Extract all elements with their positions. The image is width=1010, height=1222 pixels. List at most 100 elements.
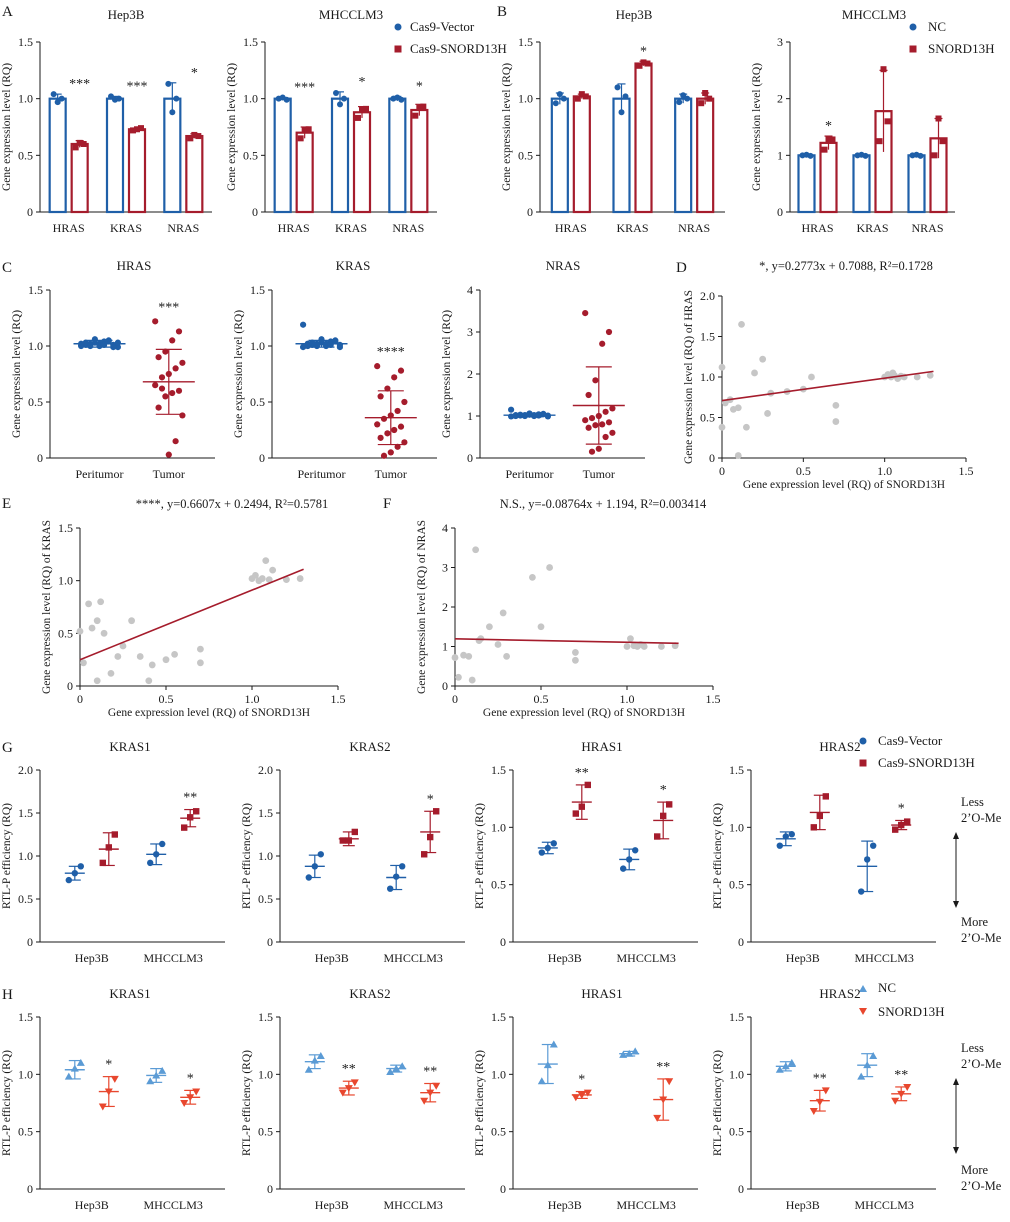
G4-data-point bbox=[892, 826, 899, 833]
C2-data-point bbox=[394, 407, 401, 415]
B2-y-tick-label: 2 bbox=[777, 92, 783, 106]
E-x-tick-label: 0 bbox=[77, 692, 83, 706]
H3-title: HRAS1 bbox=[581, 986, 622, 1001]
A1-data-point bbox=[80, 141, 87, 147]
C1-y-tick-label: 1.5 bbox=[28, 283, 43, 297]
H3-x-tick-label: MHCCLM3 bbox=[617, 1198, 676, 1212]
F-equation: N.S., y=-0.08764x + 1.194, R²=0.003414 bbox=[500, 497, 707, 511]
D-data-point bbox=[832, 401, 840, 409]
C3-y-tick-label: 2 bbox=[467, 367, 473, 381]
H3-y-tick-label: 0 bbox=[500, 1182, 506, 1196]
A2-data-point bbox=[412, 112, 419, 119]
side-annotation-g-more: More bbox=[961, 915, 989, 929]
F-data-point bbox=[658, 643, 665, 650]
H4-y-tick-label: 0 bbox=[738, 1182, 744, 1196]
A1-data-point bbox=[58, 95, 65, 102]
G2-y-tick-label: 2.0 bbox=[258, 763, 273, 777]
B1-x-tick-label: HRAS bbox=[555, 221, 587, 235]
B1-data-point bbox=[644, 60, 651, 67]
B1-data-point bbox=[680, 92, 687, 99]
C3-x-tick-label: Peritumor bbox=[506, 467, 554, 481]
F-x-tick-label: 0.5 bbox=[534, 692, 549, 706]
G2-y-tick-label: 0 bbox=[267, 935, 273, 949]
D-data-point bbox=[738, 320, 745, 328]
B1-data-point bbox=[636, 62, 643, 69]
H2-y-axis-label: RTL-P efficiency (RQ) bbox=[241, 1050, 253, 1156]
B1-data-point bbox=[684, 95, 691, 102]
F-data-point bbox=[460, 651, 467, 659]
legend-h-label-1: NC bbox=[878, 980, 896, 995]
A2-data-point bbox=[301, 127, 308, 134]
H4-significance: ** bbox=[813, 1071, 827, 1086]
C2-data-point bbox=[401, 398, 408, 406]
G1-data-point bbox=[159, 840, 166, 848]
E-data-point bbox=[258, 575, 266, 582]
legend-h-label-2: SNORD13H bbox=[878, 1004, 944, 1019]
F-y-axis-label: Gene expression level (RQ) of NRAS bbox=[416, 520, 428, 694]
C2-data-point bbox=[384, 385, 391, 392]
C1-y-tick-label: 0 bbox=[37, 451, 43, 465]
H1-data-point bbox=[192, 1088, 201, 1096]
B2-bar bbox=[907, 154, 926, 214]
H1-data-point bbox=[70, 1064, 79, 1072]
B2-data-point bbox=[876, 138, 883, 145]
E-y-axis-label: Gene expression level (RQ) of KRAS bbox=[41, 520, 53, 694]
H4-x-tick-label: MHCCLM3 bbox=[855, 1198, 914, 1212]
C1-data-point bbox=[114, 339, 121, 346]
side-annotation-g-less: Less bbox=[961, 795, 984, 809]
G1-y-axis-label: RTL-P efficiency (RQ) bbox=[1, 803, 13, 909]
B1-data-point bbox=[618, 109, 625, 116]
H3-data-point bbox=[583, 1089, 592, 1097]
H2-data-point bbox=[386, 1068, 395, 1076]
B1-data-point bbox=[560, 95, 567, 102]
panel-label-a: A bbox=[2, 4, 13, 20]
G3-x-tick-label: MHCCLM3 bbox=[617, 951, 676, 965]
F-fit-line bbox=[454, 638, 679, 645]
H3-y-tick-label: 1.5 bbox=[491, 1010, 506, 1024]
H1-data-point bbox=[76, 1058, 85, 1066]
B2-data-point bbox=[884, 118, 891, 125]
chart-h4: HRAS2 0 0.5 1.0 1.5 RTL-P efficiency (RQ) Hep3… bbox=[712, 986, 936, 1212]
A2-y-tick-label: 1.5 bbox=[243, 35, 258, 49]
F-data-point bbox=[494, 641, 502, 648]
A1-data-point bbox=[54, 99, 61, 106]
G4-y-tick-label: 0.5 bbox=[729, 878, 744, 892]
B2-bar bbox=[852, 154, 871, 214]
H3-y-tick-label: 1.0 bbox=[491, 1067, 506, 1081]
C2-data-point bbox=[384, 430, 391, 437]
D-x-tick-label: 0 bbox=[719, 464, 725, 478]
G4-data-point bbox=[810, 824, 817, 831]
G3-data-point bbox=[584, 781, 591, 789]
B2-data-point bbox=[917, 152, 924, 159]
B2-x-tick-label: HRAS bbox=[801, 221, 833, 235]
C3-y-tick-label: 1 bbox=[467, 409, 473, 423]
B2-x-tick-label: NRAS bbox=[911, 221, 943, 235]
C3-x-tick-label: Tumor bbox=[583, 467, 615, 481]
A2-y-tick-label: 0.5 bbox=[243, 148, 258, 162]
side-annotation-h-more-unit: 2’O-Me bbox=[961, 1179, 1002, 1193]
B2-data-point bbox=[825, 136, 832, 143]
A1-significance: *** bbox=[69, 77, 90, 92]
B1-data-point bbox=[574, 95, 581, 102]
H1-data-point bbox=[152, 1071, 161, 1079]
E-data-point bbox=[171, 651, 179, 658]
E-data-point bbox=[145, 677, 153, 685]
H2-data-point bbox=[310, 1056, 319, 1064]
F-x-tick-label: 1.0 bbox=[620, 692, 635, 706]
C1-x-tick-label: Peritumor bbox=[76, 467, 124, 481]
C3-data-point bbox=[599, 421, 606, 428]
G1-data-point bbox=[147, 859, 154, 867]
A1-data-point bbox=[72, 144, 79, 151]
H4-data-point bbox=[815, 1098, 824, 1106]
A1-x-tick-label: HRAS bbox=[53, 221, 85, 235]
E-y-tick-label: 1.5 bbox=[58, 521, 73, 535]
legend-h-marker-1 bbox=[859, 985, 867, 992]
H1-data-point bbox=[98, 1103, 107, 1111]
panel-label-g: G bbox=[2, 740, 13, 756]
C3-data-point bbox=[588, 415, 596, 422]
H4-data-point bbox=[863, 1061, 872, 1069]
B1-y-tick-label: 1.5 bbox=[518, 35, 533, 49]
chart-g3: HRAS1 0 0.5 1.0 1.5 RTL-P efficiency (RQ) Hep3… bbox=[474, 739, 698, 965]
A1-bar bbox=[127, 128, 147, 214]
